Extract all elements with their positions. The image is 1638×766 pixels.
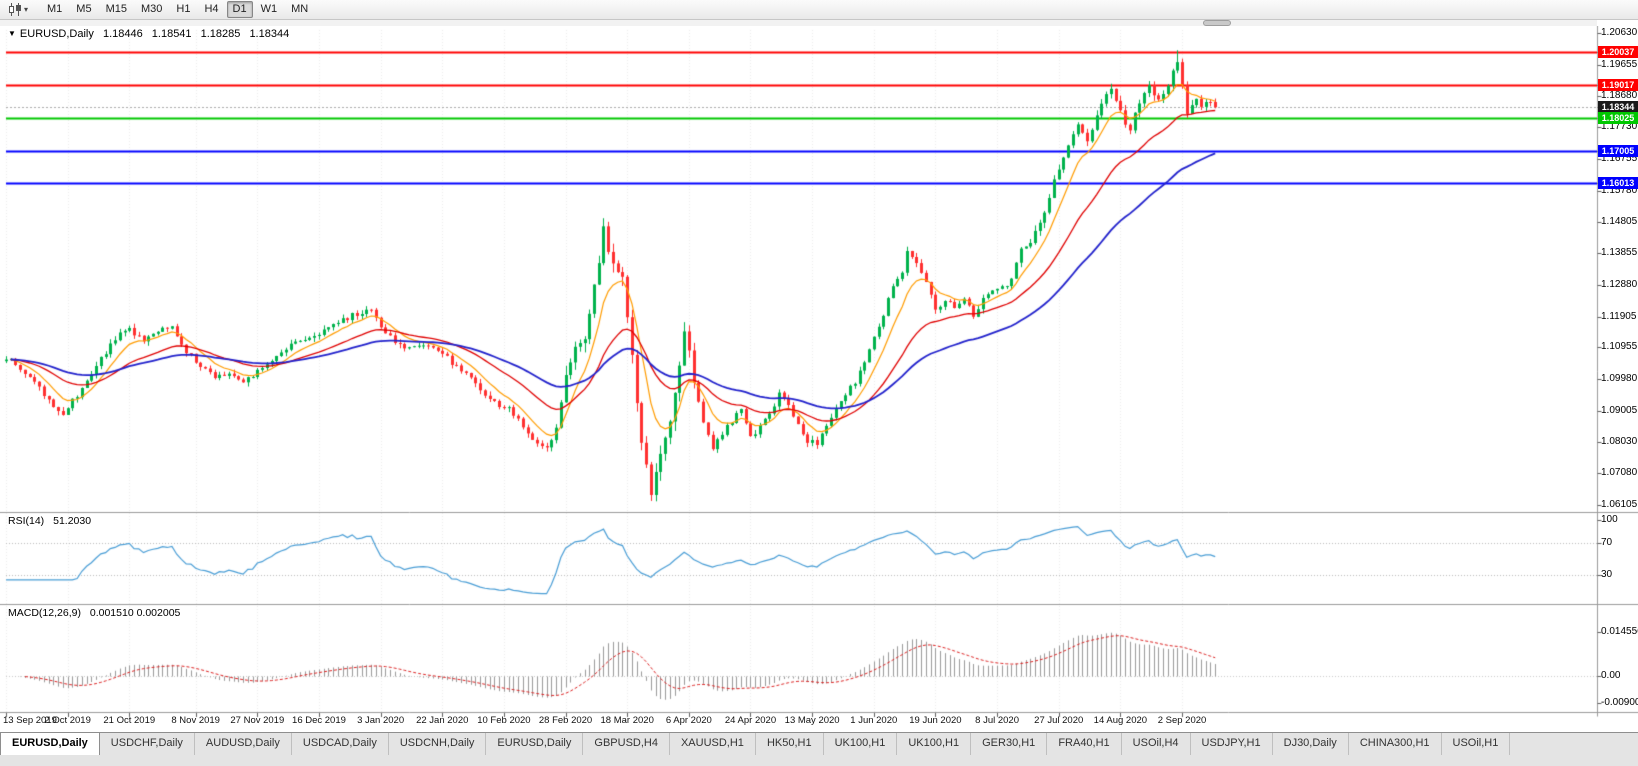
chart-hscrollbar[interactable] bbox=[0, 20, 1597, 26]
price-axis-label: 1.16755 bbox=[1601, 152, 1638, 164]
timeframe-button-m30[interactable]: M30 bbox=[140, 3, 163, 15]
price-axis-label: 1.13855 bbox=[1601, 247, 1638, 259]
price-axis-label: 1.19655 bbox=[1601, 58, 1638, 70]
chart-tab-bar: EURUSD,Daily USDCHF,Daily AUDUSD,Daily USDC… bbox=[0, 732, 1638, 755]
price-axis-label: 1.17730 bbox=[1601, 121, 1638, 133]
rsi-indicator-label: RSI(14) 51.2030 bbox=[8, 515, 91, 527]
date-axis-label: 13 Sep 2019 bbox=[3, 715, 57, 726]
date-axis-label: 10 Feb 2020 bbox=[477, 715, 531, 726]
timeframe-button-h4[interactable]: H4 bbox=[204, 3, 219, 15]
chart-tab-usdjpy-h1[interactable]: USDJPY,H1 bbox=[1191, 733, 1273, 755]
macd-axis-label: -0.009000 bbox=[1601, 697, 1638, 709]
timeframe-button-m1[interactable]: M1 bbox=[47, 3, 63, 15]
date-axis-label: 1 Jun 2020 bbox=[850, 715, 898, 726]
ohlc-low: 1.18285 bbox=[200, 28, 241, 40]
timeframe-button-mn[interactable]: MN bbox=[291, 3, 309, 15]
rsi-axis-label: 70 bbox=[1601, 537, 1613, 549]
date-axis-label: 19 Jun 2020 bbox=[909, 715, 962, 726]
price-chart-canvas[interactable] bbox=[0, 26, 1638, 732]
chart-symbol-label: EURUSD,Daily bbox=[19, 28, 94, 40]
date-axis-label: 27 Nov 2019 bbox=[230, 715, 285, 726]
ohlc-high: 1.18541 bbox=[151, 28, 192, 40]
price-axis-label: 1.09980 bbox=[1601, 373, 1638, 385]
date-axis-label: 18 Mar 2020 bbox=[600, 715, 654, 726]
price-axis-label: 1.15780 bbox=[1601, 184, 1638, 196]
timeframe-button-m5[interactable]: M5 bbox=[76, 3, 92, 15]
price-axis-label: 1.11905 bbox=[1601, 310, 1637, 322]
chart-tab-xauusd-h1[interactable]: XAUUSD,H1 bbox=[670, 733, 756, 755]
price-axis-label: 1.09005 bbox=[1601, 404, 1638, 416]
timeframe-button-h1[interactable]: H1 bbox=[176, 3, 191, 15]
price-axis-label: 1.14805 bbox=[1601, 216, 1638, 228]
rsi-title: RSI(14) bbox=[8, 515, 45, 527]
chart-tab-usdcad-daily[interactable]: USDCAD,Daily bbox=[292, 733, 389, 755]
chart-tab-ger30-h1[interactable]: GER30,H1 bbox=[971, 733, 1048, 755]
chart-tab-dj30-daily[interactable]: DJ30,Daily bbox=[1273, 733, 1349, 755]
rsi-axis-label: 100 bbox=[1601, 514, 1618, 525]
rsi-axis-label: 30 bbox=[1601, 568, 1613, 580]
statusbar-filler bbox=[0, 755, 1638, 766]
chart-tab-usoil-h1[interactable]: USOil,H1 bbox=[1442, 733, 1511, 755]
candlestick-chart-icon bbox=[9, 3, 21, 16]
price-axis-label: 1.18680 bbox=[1601, 90, 1638, 102]
price-axis-label: 1.20630 bbox=[1601, 27, 1638, 38]
chart-tab-china300-h1[interactable]: CHINA300,H1 bbox=[1349, 733, 1442, 755]
chart-type-button[interactable]: ▾ bbox=[4, 2, 32, 17]
timeframe-buttons: M1 M5 M15 M30 H1 H4 D1 W1 MN bbox=[40, 1, 315, 18]
date-axis-label: 14 Aug 2020 bbox=[1093, 715, 1148, 726]
date-axis-label: 28 Feb 2020 bbox=[538, 715, 593, 726]
timeframe-toolbar: ▾ M1 M5 M15 M30 H1 H4 D1 W1 MN bbox=[0, 0, 1638, 20]
ohlc-open: 1.18446 bbox=[102, 28, 143, 40]
chart-tab-usdchf-daily[interactable]: USDCHF,Daily bbox=[100, 733, 195, 755]
macd-indicator-label: MACD(12,26,9) 0.001510 0.002005 bbox=[8, 607, 180, 619]
date-axis-label: 22 Jan 2020 bbox=[416, 715, 469, 726]
price-level-tag: 1.18344 bbox=[1598, 101, 1638, 114]
macd-axis-label: 0.014556 bbox=[1601, 626, 1638, 637]
price-level-tag: 1.17005 bbox=[1598, 144, 1638, 157]
price-level-tag: 1.20037 bbox=[1598, 46, 1638, 59]
date-axis-label: 16 Dec 2019 bbox=[292, 715, 346, 726]
price-axis-label: 1.06105 bbox=[1601, 499, 1638, 510]
chart-tab-hk50-h1[interactable]: HK50,H1 bbox=[756, 733, 824, 755]
price-axis-label: 1.10955 bbox=[1601, 341, 1638, 353]
ohlc-close: 1.18344 bbox=[249, 28, 290, 40]
hscrollbar-thumb[interactable] bbox=[1203, 20, 1231, 26]
chart-tab-audusd-daily[interactable]: AUDUSD,Daily bbox=[195, 733, 292, 755]
date-axis-label: 24 Apr 2020 bbox=[724, 715, 777, 726]
chart-tab-eurusd-daily[interactable]: EURUSD,Daily bbox=[0, 733, 100, 755]
date-axis-label: 13 May 2020 bbox=[784, 715, 840, 726]
window-collapse-icon: ▼ bbox=[8, 29, 16, 38]
price-axis-label: 1.08030 bbox=[1601, 436, 1638, 448]
rsi-value: 51.2030 bbox=[53, 515, 92, 527]
date-axis-label: 3 Jan 2020 bbox=[357, 715, 405, 726]
macd-values: 0.001510 0.002005 bbox=[89, 607, 181, 619]
date-axis-label: 2 Oct 2019 bbox=[44, 715, 91, 726]
date-axis-label: 27 Jul 2020 bbox=[1034, 715, 1084, 726]
chevron-down-icon: ▾ bbox=[24, 5, 29, 14]
chart-tab-uk100-h1[interactable]: UK100,H1 bbox=[897, 733, 972, 755]
macd-axis-label: 0.00 bbox=[1601, 670, 1621, 681]
price-level-tag: 1.19017 bbox=[1598, 79, 1638, 92]
date-axis-label: 8 Nov 2019 bbox=[171, 715, 220, 726]
price-level-tag: 1.16013 bbox=[1598, 177, 1638, 190]
chart-tab-uk100-h1[interactable]: UK100,H1 bbox=[824, 733, 898, 755]
timeframe-button-w1[interactable]: W1 bbox=[260, 3, 278, 15]
date-axis-label: 21 Oct 2019 bbox=[103, 715, 156, 726]
date-axis-label: 2 Sep 2020 bbox=[1157, 715, 1207, 726]
price-level-tag: 1.18025 bbox=[1598, 111, 1638, 124]
chart-tab-usdcnh-daily[interactable]: USDCNH,Daily bbox=[389, 733, 487, 755]
chart-tab-gbpusd-h4[interactable]: GBPUSD,H4 bbox=[583, 733, 670, 755]
chart-tab-usoil-h4[interactable]: USOil,H4 bbox=[1122, 733, 1191, 755]
price-axis-label: 1.12880 bbox=[1601, 278, 1638, 290]
chart-title: ▼ EURUSD,Daily 1.18446 1.18541 1.18285 1.… bbox=[8, 28, 289, 40]
date-axis-label: 6 Apr 2020 bbox=[665, 715, 712, 726]
timeframe-button-d1[interactable]: D1 bbox=[226, 1, 253, 18]
timeframe-button-m15[interactable]: M15 bbox=[105, 3, 127, 15]
chart-tab-fra40-h1[interactable]: FRA40,H1 bbox=[1047, 733, 1122, 755]
chart-tab-eurusd-daily[interactable]: EURUSD,Daily bbox=[486, 733, 584, 755]
date-axis-label: 8 Jul 2020 bbox=[975, 715, 1019, 726]
price-axis-label: 1.07080 bbox=[1601, 467, 1638, 479]
macd-title: MACD(12,26,9) bbox=[8, 607, 81, 619]
